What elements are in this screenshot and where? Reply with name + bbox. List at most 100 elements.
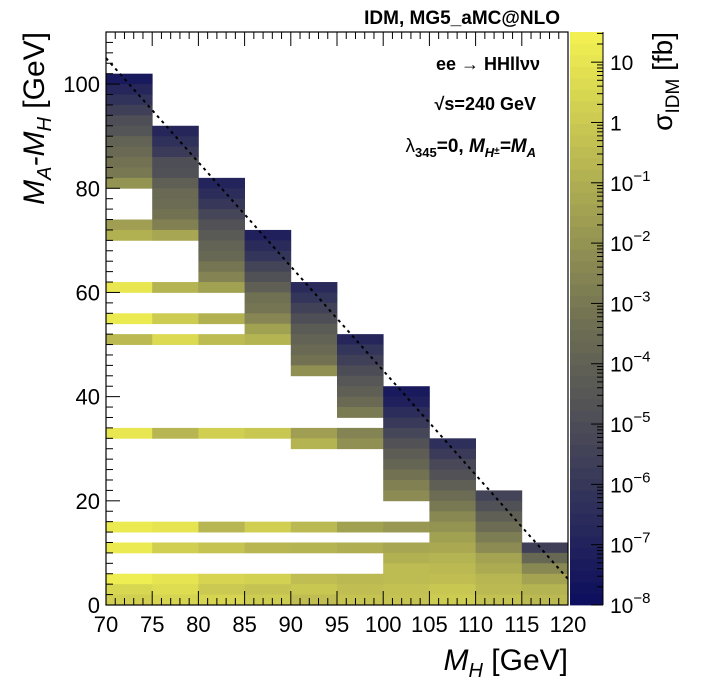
heatmap-cell [152, 177, 199, 189]
heatmap-cell [429, 563, 476, 575]
colorbar-step [570, 421, 603, 434]
colorbar-step [570, 547, 603, 560]
heatmap-cell [106, 313, 153, 325]
colorbar-tick-label: 10−2 [610, 228, 650, 256]
heatmap-cell [337, 334, 384, 345]
colorbar-tick-label: 10−8 [610, 590, 650, 618]
heatmap-cell [106, 146, 153, 158]
heatmap-cell [429, 584, 476, 595]
y-axis: 0 20 40 60 80 100 [63, 31, 120, 618]
colorbar-step [570, 261, 603, 274]
x-tick-label: 100 [365, 612, 402, 637]
y-tick-label: 60 [76, 280, 100, 305]
heatmap-cell [198, 229, 245, 241]
heatmap-cell [106, 125, 153, 137]
colorbar-tick-label: 10−3 [610, 288, 650, 316]
heatmap-cell [290, 344, 338, 356]
colorbar-step [570, 364, 603, 377]
heatmap-cell [521, 542, 569, 554]
heatmap-cell [106, 94, 153, 106]
heatmap-cell [106, 542, 153, 554]
heatmap-cell [290, 584, 338, 595]
heatmap-cell [244, 323, 292, 335]
colorbar-tick-label: 1 [610, 112, 622, 135]
colorbar-step [570, 54, 603, 67]
heatmap-cell [106, 104, 153, 116]
heatmap-cell [290, 521, 338, 533]
colorbar-step [570, 226, 603, 239]
heatmap-cell [244, 573, 292, 585]
heatmap-cell [106, 73, 153, 85]
heatmap-cell [337, 386, 384, 398]
heatmap-cell [152, 282, 199, 293]
heatmap-cell [475, 490, 523, 502]
heatmap-cell [337, 396, 384, 408]
heatmap-cell [152, 198, 199, 210]
heatmap-cell [106, 427, 153, 439]
colorbar-step [570, 158, 603, 170]
x-tick-label: 95 [325, 612, 349, 637]
heatmap-cell [429, 532, 476, 543]
x-axis-title: MH [GeV] [444, 644, 569, 682]
heatmap-cell [106, 167, 153, 179]
heatmap-cell [198, 188, 245, 200]
heatmap-cell [290, 594, 338, 606]
y-tick-label: 20 [76, 489, 100, 514]
heatmap-cell [290, 292, 338, 304]
heatmap-cell [429, 500, 476, 512]
heatmap-cell [383, 573, 430, 585]
colorbar-step [570, 375, 603, 388]
heatmap-cell [429, 542, 476, 554]
heatmap-cell [383, 386, 430, 398]
heatmap-cell [429, 469, 476, 481]
heatmap-cell [429, 448, 476, 460]
y-axis-title: MA-MH [GeV] [18, 32, 56, 205]
heatmap-cell [244, 521, 292, 533]
colorbar-step [570, 89, 603, 102]
heatmap-cell [290, 334, 338, 345]
heatmap-cell [198, 427, 245, 439]
colorbar-step [570, 146, 603, 159]
colorbar-step [570, 215, 603, 228]
heatmap-cell [337, 584, 384, 595]
x-tick-label: 85 [232, 612, 256, 637]
heatmap-cell [244, 271, 292, 283]
colorbar-step [570, 559, 603, 572]
heatmap-cell [198, 313, 245, 325]
heatmap-cell [152, 313, 199, 325]
heatmap-cell [337, 573, 384, 585]
heatmap-cell [337, 542, 384, 554]
heatmap-cell [152, 229, 199, 241]
heatmap-cell [383, 594, 430, 606]
heatmap-cell [152, 427, 199, 439]
heatmap-cell [337, 354, 384, 366]
heatmap-cell [383, 427, 430, 439]
colorbar-tick-label: 10−5 [610, 409, 650, 437]
heatmap-cell [383, 542, 430, 554]
heatmap-cell [152, 136, 199, 147]
x-tick-label: 105 [411, 612, 448, 637]
heatmap-cell [244, 427, 292, 439]
colorbar-tick-label: 10 [610, 52, 633, 75]
heatmap-cell [475, 573, 523, 585]
heatmap-cell [521, 594, 569, 606]
x-axis: 70 75 80 85 90 95 100 105 110 115 120 [94, 32, 586, 637]
heatmap-cell [429, 521, 476, 533]
heatmap-cell [152, 146, 199, 158]
heatmap-cell [244, 282, 292, 293]
heatmap-cell [106, 334, 153, 345]
colorbar-step [570, 66, 603, 79]
colorbar-step [570, 249, 603, 262]
heatmap-cell [244, 313, 292, 325]
heatmap-cell [106, 229, 153, 241]
heatmap-cell [383, 459, 430, 470]
colorbar-step [570, 295, 603, 308]
colorbar-step [570, 410, 603, 423]
colorbar-step [570, 192, 603, 205]
heatmap-cell [152, 542, 199, 554]
colorbar-step [570, 593, 603, 606]
heatmap-cell [106, 219, 153, 231]
heatmap-cell [521, 552, 569, 564]
colorbar-step [570, 329, 603, 342]
heatmap-cell [475, 500, 523, 512]
